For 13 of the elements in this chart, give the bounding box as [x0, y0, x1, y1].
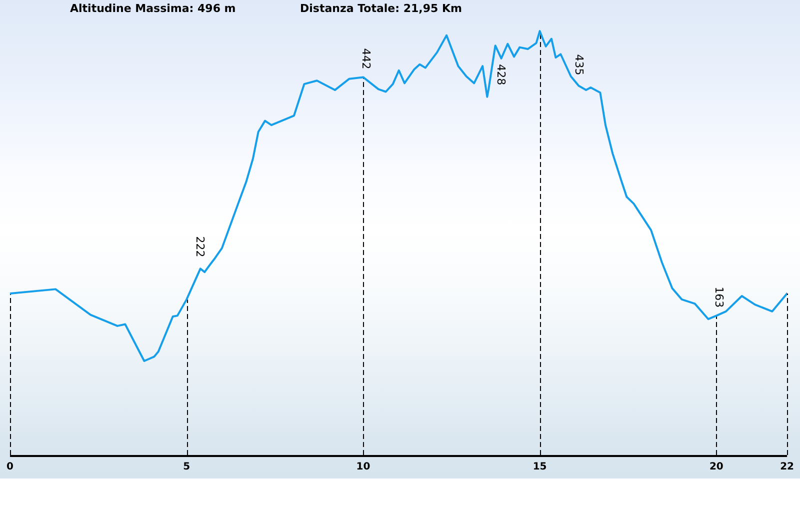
data-label: 163 — [712, 286, 726, 308]
data-label: 222 — [194, 236, 207, 258]
x-tick-label: 15 — [532, 462, 547, 473]
data-label: 428 — [494, 64, 508, 86]
x-tick-label: 22 — [780, 462, 794, 473]
x-tick-label: 20 — [709, 462, 724, 473]
x-tick-label: 5 — [183, 462, 190, 473]
x-tick-label: 0 — [6, 462, 14, 473]
x-tick-label: 10 — [356, 462, 370, 473]
chart-title: Altitudine Massima: 496 m — [70, 2, 236, 16]
chart-subtitle: Distanza Totale: 21,95 Km — [300, 2, 462, 16]
data-label: 435 — [572, 54, 586, 76]
data-label: 442 — [359, 48, 372, 70]
